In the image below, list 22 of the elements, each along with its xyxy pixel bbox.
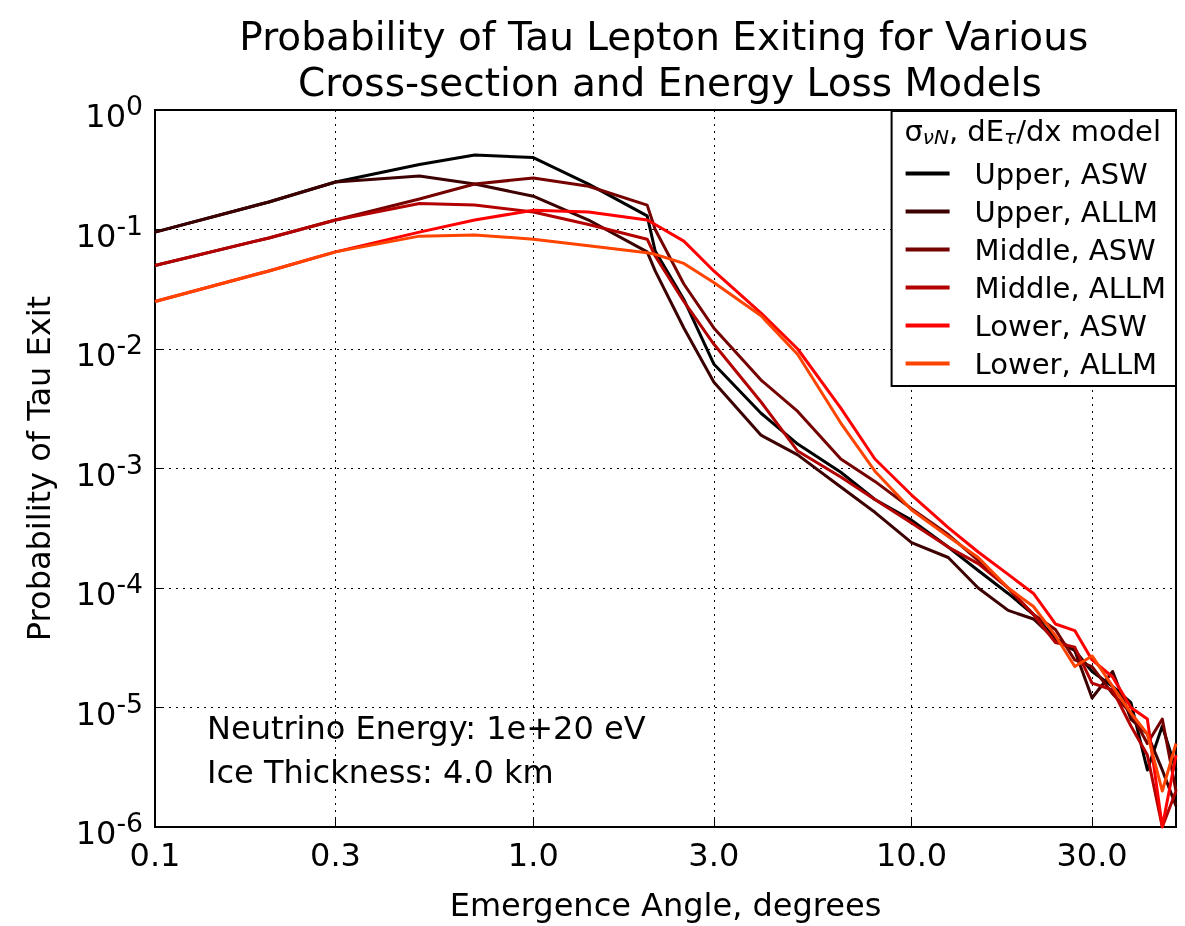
annotation: Neutrino Energy: 1e+20 eV <box>207 709 646 747</box>
chart-title: Probability of Tau Lepton Exiting for Various Cross-section and Energy Loss Models <box>239 13 1101 105</box>
x-tick-label: 1.0 <box>507 836 559 874</box>
y-tick-label: 10$^{-4}$ <box>75 568 143 613</box>
x-tick-label: 30.0 <box>1056 836 1128 874</box>
y-tick-label: 10$^{-2}$ <box>75 329 143 374</box>
x-axis-title: Emergence Angle, degrees <box>449 886 882 924</box>
y-tick-label: 10$^{-5}$ <box>75 687 143 733</box>
y-tick-label: 10$^{-1}$ <box>75 209 143 255</box>
legend-label: Upper, ASW <box>974 156 1148 191</box>
y-tick-label: 10$^{-3}$ <box>75 448 143 494</box>
legend-label: Middle, ASW <box>974 232 1156 267</box>
legend-label: Middle, ALLM <box>974 270 1166 305</box>
x-tick-label: 10.0 <box>875 836 948 874</box>
legend-label: Lower, ASW <box>974 308 1147 343</box>
legend-label: Lower, ALLM <box>974 346 1158 381</box>
x-tick-label: 3.0 <box>688 836 740 874</box>
x-tick-label: 0.3 <box>310 836 361 874</box>
y-axis-title: Probability of Tau Exit <box>20 295 58 642</box>
legend-label: Upper, ALLM <box>974 194 1159 229</box>
annotation: Ice Thickness: 4.0 km <box>207 753 554 791</box>
y-tick-label: 10$^{0}$ <box>85 90 143 135</box>
